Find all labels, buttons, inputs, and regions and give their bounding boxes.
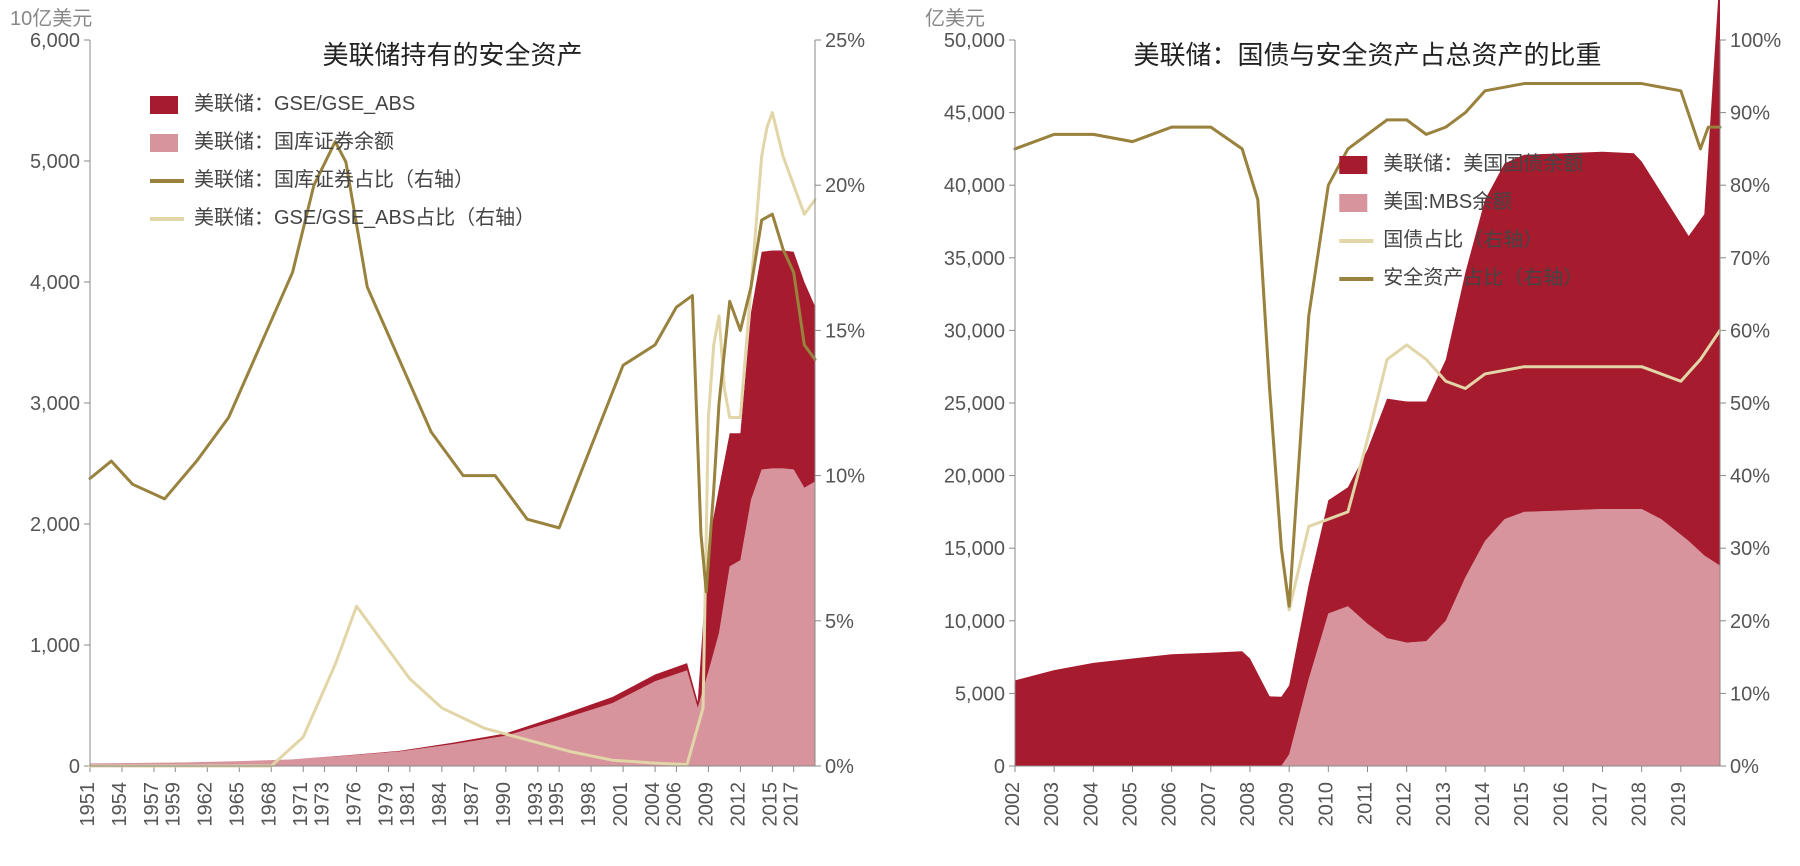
svg-text:2014: 2014: [1472, 782, 1494, 827]
svg-text:1987: 1987: [461, 782, 483, 827]
svg-text:5,000: 5,000: [955, 683, 1005, 705]
svg-text:美联储：GSE/GSE_ABS: 美联储：GSE/GSE_ABS: [194, 92, 415, 115]
svg-text:70%: 70%: [1730, 248, 1770, 270]
svg-text:1993: 1993: [525, 782, 547, 827]
svg-text:2007: 2007: [1198, 782, 1220, 827]
svg-text:1965: 1965: [226, 782, 248, 827]
svg-text:2016: 2016: [1550, 782, 1572, 827]
svg-text:1973: 1973: [312, 782, 334, 827]
svg-text:6,000: 6,000: [30, 30, 80, 52]
svg-text:2019: 2019: [1668, 782, 1690, 827]
svg-text:15%: 15%: [825, 320, 865, 342]
svg-text:2008: 2008: [1237, 782, 1259, 827]
svg-text:30,000: 30,000: [944, 320, 1005, 342]
svg-text:20%: 20%: [825, 175, 865, 197]
svg-text:1962: 1962: [194, 782, 216, 827]
svg-text:10%: 10%: [1730, 683, 1770, 705]
svg-text:10%: 10%: [825, 466, 865, 488]
svg-text:2013: 2013: [1433, 782, 1455, 827]
svg-text:美联储：GSE/GSE_ABS占比（右轴）: 美联储：GSE/GSE_ABS占比（右轴）: [194, 206, 535, 229]
svg-text:2004: 2004: [642, 782, 664, 827]
svg-text:10,000: 10,000: [944, 611, 1005, 633]
svg-text:1990: 1990: [493, 782, 515, 827]
svg-text:1968: 1968: [258, 782, 280, 827]
svg-text:2001: 2001: [610, 782, 632, 827]
svg-text:2006: 2006: [1159, 782, 1181, 827]
svg-text:2015: 2015: [759, 782, 781, 827]
svg-text:25,000: 25,000: [944, 393, 1005, 415]
svg-text:2015: 2015: [1511, 782, 1533, 827]
svg-text:5,000: 5,000: [30, 151, 80, 173]
svg-text:0: 0: [994, 756, 1005, 778]
svg-text:1959: 1959: [162, 782, 184, 827]
svg-text:2005: 2005: [1120, 782, 1142, 827]
svg-text:4,000: 4,000: [30, 272, 80, 294]
svg-text:美联储：美国国债余额: 美联储：美国国债余额: [1383, 152, 1583, 175]
svg-text:45,000: 45,000: [944, 103, 1005, 125]
svg-text:2009: 2009: [1276, 782, 1298, 827]
svg-text:2017: 2017: [1590, 782, 1612, 827]
svg-text:5%: 5%: [825, 611, 854, 633]
chart-title: 美联储持有的安全资产: [322, 40, 582, 70]
svg-text:0%: 0%: [1730, 756, 1759, 778]
svg-text:美国:MBS余额: 美国:MBS余额: [1383, 190, 1512, 213]
svg-text:1976: 1976: [344, 782, 366, 827]
svg-text:2,000: 2,000: [30, 514, 80, 536]
svg-text:2018: 2018: [1629, 782, 1651, 827]
svg-text:50,000: 50,000: [944, 30, 1005, 52]
svg-text:15,000: 15,000: [944, 538, 1005, 560]
svg-text:2011: 2011: [1355, 782, 1377, 825]
svg-text:40,000: 40,000: [944, 175, 1005, 197]
svg-text:2017: 2017: [781, 782, 803, 827]
svg-text:2003: 2003: [1041, 782, 1063, 827]
svg-text:1951: 1951: [77, 782, 99, 827]
svg-text:国债占比（右轴）: 国债占比（右轴）: [1383, 228, 1543, 251]
svg-text:2012: 2012: [1394, 782, 1416, 827]
svg-text:1984: 1984: [429, 782, 451, 827]
svg-text:美联储：国库证券余额: 美联储：国库证券余额: [194, 130, 394, 153]
svg-text:2009: 2009: [695, 782, 717, 827]
svg-text:40%: 40%: [1730, 466, 1770, 488]
svg-text:1979: 1979: [376, 782, 398, 827]
svg-text:0: 0: [69, 756, 80, 778]
svg-text:2010: 2010: [1315, 782, 1337, 827]
svg-text:美联储：国库证券占比（右轴）: 美联储：国库证券占比（右轴）: [194, 168, 474, 191]
svg-text:100%: 100%: [1730, 30, 1781, 52]
legend: 美联储：GSE/GSE_ABS 美联储：国库证券余额美联储：国库证券占比（右轴） 美…: [150, 92, 535, 229]
svg-text:2004: 2004: [1080, 782, 1102, 827]
svg-text:1954: 1954: [109, 782, 131, 827]
svg-text:1981: 1981: [397, 782, 419, 827]
svg-text:1995: 1995: [546, 782, 568, 827]
svg-text:35,000: 35,000: [944, 248, 1005, 270]
svg-text:1957: 1957: [141, 782, 163, 827]
svg-text:20,000: 20,000: [944, 466, 1005, 488]
svg-text:2006: 2006: [663, 782, 685, 827]
svg-text:90%: 90%: [1730, 103, 1770, 125]
svg-text:0%: 0%: [825, 756, 854, 778]
svg-text:2012: 2012: [727, 782, 749, 827]
svg-text:1998: 1998: [578, 782, 600, 827]
svg-text:60%: 60%: [1730, 320, 1770, 342]
svg-text:1971: 1971: [290, 782, 312, 827]
chart-title: 美联储：国债与安全资产占总资产的比重: [1133, 40, 1601, 70]
svg-text:50%: 50%: [1730, 393, 1770, 415]
svg-text:3,000: 3,000: [30, 393, 80, 415]
svg-text:10亿美元: 10亿美元: [10, 7, 92, 30]
svg-text:80%: 80%: [1730, 175, 1770, 197]
svg-text:30%: 30%: [1730, 538, 1770, 560]
svg-text:20%: 20%: [1730, 611, 1770, 633]
svg-text:亿美元: 亿美元: [925, 7, 985, 30]
svg-text:25%: 25%: [825, 30, 865, 52]
svg-text:安全资产占比（右轴）: 安全资产占比（右轴）: [1383, 266, 1583, 289]
svg-text:1,000: 1,000: [30, 635, 80, 657]
svg-text:2002: 2002: [1002, 782, 1024, 827]
